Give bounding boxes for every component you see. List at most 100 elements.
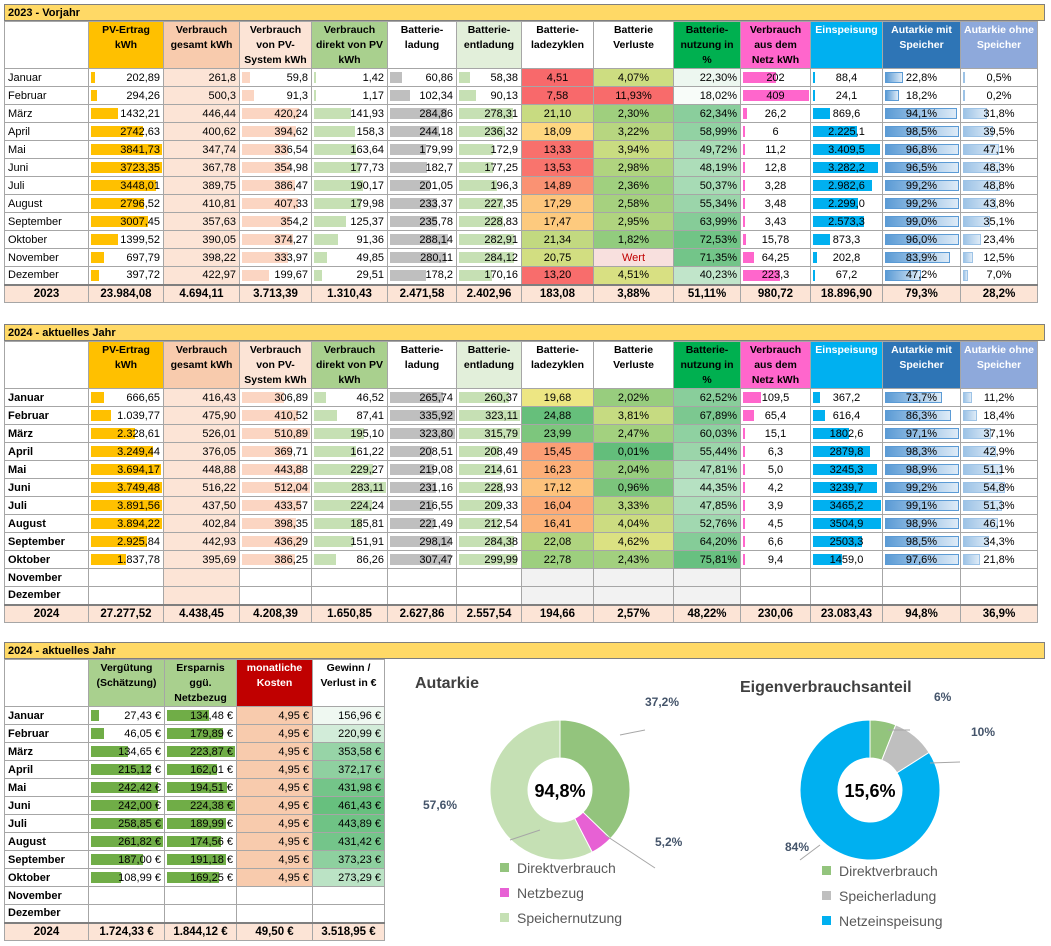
cell-value: 336,54	[274, 143, 308, 156]
cell-value: 461,43 €	[338, 799, 381, 812]
cell-vg: 27,43 €	[88, 706, 165, 725]
data-bar	[390, 162, 427, 173]
cell-mk: 4,95 €	[236, 868, 313, 887]
cell-vg: 398,22	[163, 248, 240, 267]
header-row: PV-Ertrag kWh Verbrauch gesamt kWh Verbrau…	[4, 21, 1038, 69]
cell-value: 3,81%	[617, 409, 650, 422]
column-header: Autarkie ohne Speicher	[960, 341, 1038, 389]
cell-value: 4,04%	[617, 517, 650, 530]
data-bar	[885, 144, 959, 155]
cell-be: 170,16	[456, 266, 522, 285]
cell-am: 99,2%	[882, 194, 961, 213]
data-bar	[314, 162, 360, 173]
cell-vn: 3,9	[740, 496, 811, 515]
legend-label: Speicherladung	[839, 887, 937, 904]
legend-swatch	[500, 888, 509, 897]
total-vn: 980,72	[740, 283, 811, 303]
cell-vg: 357,63	[163, 212, 240, 231]
cell-m: Oktober	[4, 230, 89, 249]
cell-vd: 179,98	[311, 194, 388, 213]
cell-value: 431,98 €	[338, 781, 381, 794]
data-bar	[91, 800, 159, 811]
finance-title: 2024 - aktuelles Jahr	[4, 642, 1045, 659]
leader-line	[929, 761, 961, 764]
data-bar	[314, 126, 355, 137]
cell-value: 174,56 €	[190, 835, 233, 848]
cell-value: 48,8%	[983, 179, 1015, 192]
cell-ao: 48,3%	[960, 158, 1038, 177]
cell-value: 4,95 €	[278, 763, 309, 776]
cell-value: 0,96%	[617, 481, 650, 494]
data-bar	[167, 728, 223, 739]
cell-value: 97,6%	[905, 553, 938, 566]
cell-be: 299,99	[456, 550, 522, 569]
data-bar	[963, 108, 988, 119]
cell-bn: 52,76%	[673, 514, 741, 533]
data-bar	[743, 180, 746, 191]
data-bar	[813, 536, 863, 547]
cell-value: 212,54	[484, 517, 518, 530]
data-bar	[963, 482, 1005, 493]
cell-value: 283,11	[351, 481, 384, 494]
cell-vs: 336,54	[239, 140, 312, 159]
cell-bn: 50,37%	[673, 176, 741, 195]
cell-value: 446,44	[202, 107, 236, 120]
cell-value: Dezember	[8, 269, 59, 282]
cell-value: Wert	[621, 251, 646, 264]
cell-be: 282,91	[456, 230, 522, 249]
cell-value: 13,33	[543, 143, 572, 156]
cell-value: 46,1%	[983, 517, 1015, 530]
data-bar	[314, 410, 337, 421]
cell-vg: 448,88	[163, 460, 240, 479]
data-bar	[963, 234, 981, 245]
total-am: 94,8%	[882, 603, 961, 623]
data-bar	[314, 536, 354, 547]
total-pv: 23.984,08	[88, 283, 164, 303]
cell-bv: 2,02%	[593, 388, 674, 407]
total-vs: 4.208,39	[239, 603, 312, 623]
cell-vs: 369,71	[239, 442, 312, 461]
cell-value: 189,99 €	[190, 817, 233, 830]
cell-bv: 2,43%	[593, 550, 674, 569]
column-header: Batterie-entladung	[456, 341, 522, 389]
cell-value: Juli	[8, 817, 27, 830]
cell-er: 134,48 €	[164, 706, 237, 725]
cell-vn: 3,28	[740, 176, 811, 195]
cell-be: 214,61	[456, 460, 522, 479]
cell-value: 280,11	[420, 251, 453, 264]
cell-m: Mai	[4, 460, 89, 479]
table-row: Januar 27,43 € 134,48 € 4,95 € 156,96 €	[4, 706, 385, 725]
cell-be: 323,11	[456, 406, 522, 425]
cell-pv: 3.894,22	[88, 514, 164, 533]
cell-value: 63,99%	[699, 215, 737, 228]
cell-es: 869,6	[810, 104, 883, 123]
cell-vs: 91,3	[239, 86, 312, 105]
cell-value: 60,86	[425, 71, 453, 84]
cell-value: 4,5	[767, 517, 784, 530]
cell-value: 402,84	[202, 517, 236, 530]
data-bar	[885, 252, 950, 263]
cell-value: 12,8	[764, 161, 787, 174]
cell-value: 224,38 €	[190, 799, 233, 812]
cell-m: Juli	[4, 814, 89, 833]
cell-vg: 376,05	[163, 442, 240, 461]
table-row: November	[4, 886, 385, 905]
data-bar	[813, 162, 878, 173]
cell-value: 49,85	[356, 251, 384, 264]
data-bar	[390, 108, 447, 119]
cell-bn: 55,44%	[673, 442, 741, 461]
table-row: Juli 3.891,56 437,50 433,57 224,24 216,55 209,…	[4, 496, 1038, 515]
data-bar	[813, 500, 882, 511]
column-header: monatliche Kosten	[236, 659, 313, 707]
cell-mk: 4,95 €	[236, 778, 313, 797]
autarkie-pie: 94,8%	[489, 719, 656, 869]
cell-value: 282,91	[484, 233, 518, 246]
cell-vn: 11,2	[740, 140, 811, 159]
cell-bz: 17,12	[521, 478, 594, 497]
cell-value: Mai	[8, 143, 26, 156]
data-bar	[390, 234, 448, 245]
cell-be: 227,35	[456, 194, 522, 213]
data-bar	[963, 162, 1000, 173]
cell-bz: 22,78	[521, 550, 594, 569]
total-be: 2.557,54	[456, 603, 522, 623]
